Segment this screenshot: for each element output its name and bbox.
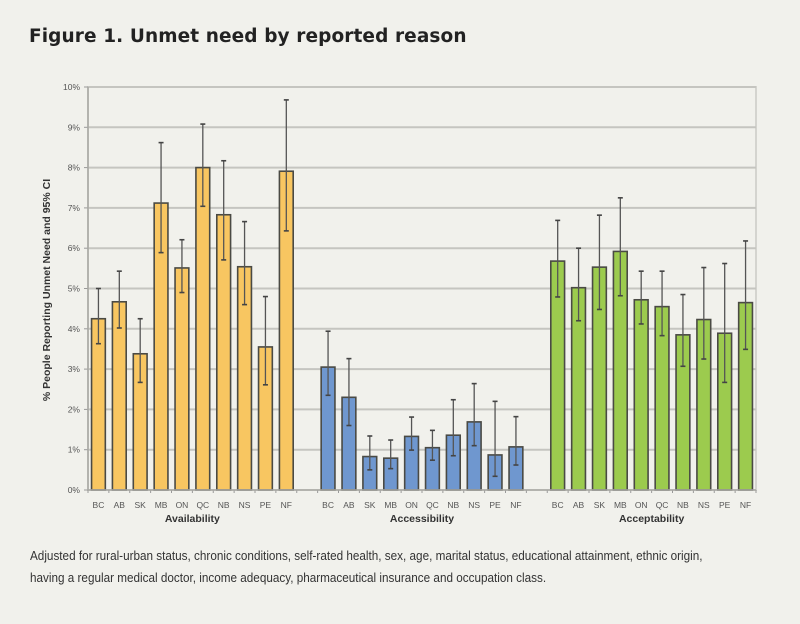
- x-tick-label: AB: [343, 500, 355, 510]
- bar: [111, 300, 128, 491]
- y-tick-label: 9%: [68, 122, 81, 132]
- x-tick-label: PE: [260, 500, 272, 510]
- y-tick-label: 6%: [68, 243, 81, 253]
- x-tick-label: ON: [405, 500, 418, 510]
- x-tick-label: QC: [426, 500, 439, 510]
- x-tick-label: NS: [468, 500, 480, 510]
- y-axis-ticks: 0% 1% 2% 3% 4% 5% 6% 7% 8% 9% 10%: [63, 82, 80, 495]
- x-tick-label: NF: [740, 500, 751, 510]
- x-tick-label: NB: [218, 500, 230, 510]
- axes: [84, 86, 757, 493]
- x-axis-labels: BC AB SK MB ON QC NB NS PE NF Availability BC AB SK MB…: [93, 500, 752, 525]
- error-bars: [95, 99, 749, 478]
- y-tick-label: 2%: [68, 404, 81, 414]
- y-tick-label: 8%: [68, 163, 81, 173]
- x-tick-label: QC: [196, 500, 209, 510]
- bar: [633, 298, 649, 491]
- y-tick-label: 0%: [68, 485, 81, 495]
- group-label: Accessibility: [390, 513, 454, 525]
- x-tick-label: AB: [114, 500, 126, 510]
- x-tick-label: MB: [614, 500, 627, 510]
- x-tick-label: SK: [594, 500, 606, 510]
- x-tick-label: PE: [719, 500, 731, 510]
- y-tick-label: 1%: [68, 445, 81, 455]
- figure-title: Figure 1. Unmet need by reported reason: [29, 26, 467, 47]
- x-tick-label: BC: [322, 500, 334, 510]
- group-label: Availability: [165, 513, 220, 525]
- x-tick-label: NS: [239, 500, 251, 510]
- y-tick-label: 10%: [63, 82, 80, 92]
- group-label: Acceptability: [619, 513, 685, 525]
- bars: [90, 166, 754, 491]
- bar-chart: 0% 1% 2% 3% 4% 5% 6% 7% 8% 9% 10% BC AB SK MB ON QC NB NS…: [41, 82, 757, 525]
- x-tick-label: ON: [176, 500, 189, 510]
- x-tick-label: BC: [552, 500, 564, 510]
- x-tick-label: BC: [93, 500, 105, 510]
- y-tick-label: 5%: [68, 284, 81, 294]
- x-tick-label: NF: [510, 500, 521, 510]
- y-tick-label: 4%: [68, 324, 81, 334]
- x-tick-label: NF: [281, 500, 292, 510]
- x-tick-label: MB: [155, 500, 168, 510]
- x-tick-label: NB: [677, 500, 689, 510]
- x-tick-label: AB: [573, 500, 585, 510]
- bar: [174, 267, 190, 491]
- caption-line-1: Adjusted for rural-urban status, chronic…: [30, 549, 703, 563]
- figure-caption: Adjusted for rural-urban status, chronic…: [30, 545, 718, 589]
- x-tick-label: MB: [384, 500, 397, 510]
- x-tick-label: SK: [364, 500, 376, 510]
- x-tick-label: SK: [135, 500, 147, 510]
- x-tick-label: NS: [698, 500, 710, 510]
- x-tick-label: ON: [635, 500, 648, 510]
- bar: [195, 166, 211, 491]
- y-tick-label: 7%: [68, 203, 81, 213]
- y-tick-label: 3%: [68, 364, 81, 374]
- y-axis-label: % People Reporting Unmet Need and 95% CI: [41, 179, 53, 401]
- x-tick-label: NB: [447, 500, 459, 510]
- x-tick-label: QC: [656, 500, 669, 510]
- caption-line-2: having a regular medical doctor, income …: [30, 571, 547, 585]
- x-tick-label: PE: [489, 500, 501, 510]
